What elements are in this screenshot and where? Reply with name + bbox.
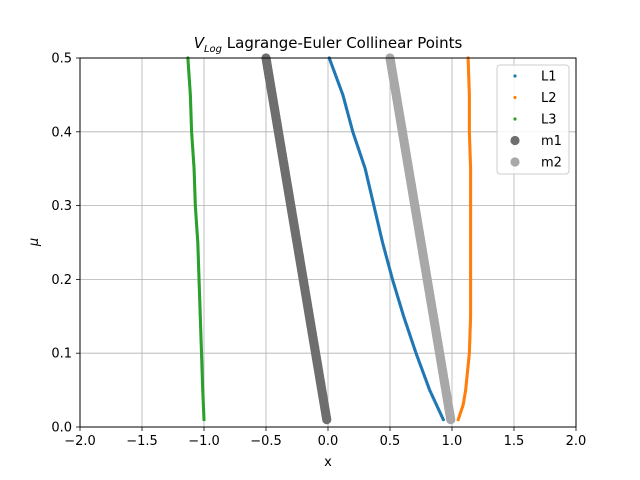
y-tick-label: 0.1 xyxy=(51,347,72,362)
chart-title-rest: Lagrange-Euler Collinear Points xyxy=(222,34,462,52)
y-tick-label: 0.3 xyxy=(51,199,72,214)
legend-label-l2: L2 xyxy=(541,91,557,106)
legend: L1 L2 L3 m1 m2 xyxy=(496,64,570,175)
y-tick-label: 0.0 xyxy=(51,421,72,436)
x-tick-label: 0.5 xyxy=(380,434,401,449)
legend-marker-l3 xyxy=(513,117,517,121)
x-tick-label: −1.0 xyxy=(188,434,220,449)
legend-label-l3: L3 xyxy=(541,113,557,128)
legend-marker-l2 xyxy=(513,95,517,100)
x-tick-label: 2.0 xyxy=(566,434,587,449)
series-m1 xyxy=(261,53,332,425)
legend-label-m2: m2 xyxy=(541,156,562,171)
legend-frame xyxy=(496,64,570,175)
series-l1 xyxy=(327,56,445,422)
chart-title-subscript: Log xyxy=(204,44,222,55)
y-axis-label: μ xyxy=(27,238,42,247)
x-tick-label: −1.5 xyxy=(126,434,158,449)
series-l3 xyxy=(186,56,206,422)
x-tick-label: 1.0 xyxy=(442,434,463,449)
series-m2 xyxy=(385,53,456,425)
x-tick-label: −0.5 xyxy=(250,434,282,449)
legend-label-l1: L1 xyxy=(541,70,557,85)
legend-marker-m2 xyxy=(510,157,520,167)
legend-marker-l1 xyxy=(513,74,517,78)
chart-title-main: V xyxy=(194,34,206,52)
axis-ticks: −2.0 −1.5 −1.0 −0.5 0.0 0.5 1.0 1.5 2.0 0.0 0.1 0.2… xyxy=(51,52,586,450)
y-tick-label: 0.4 xyxy=(51,125,72,140)
data-points xyxy=(186,53,473,425)
y-tick-label: 0.5 xyxy=(51,52,72,67)
x-tick-label: 1.5 xyxy=(504,434,525,449)
legend-marker-m1 xyxy=(510,135,520,146)
series-l2 xyxy=(456,56,473,422)
legend-label-m1: m1 xyxy=(541,134,562,149)
x-axis-label: x xyxy=(324,455,332,470)
x-tick-label: 0.0 xyxy=(318,434,339,449)
chart-title: VLog Lagrange-Euler Collinear Points xyxy=(194,34,463,55)
y-tick-label: 0.2 xyxy=(51,273,72,288)
x-tick-label: −2.0 xyxy=(64,434,96,449)
